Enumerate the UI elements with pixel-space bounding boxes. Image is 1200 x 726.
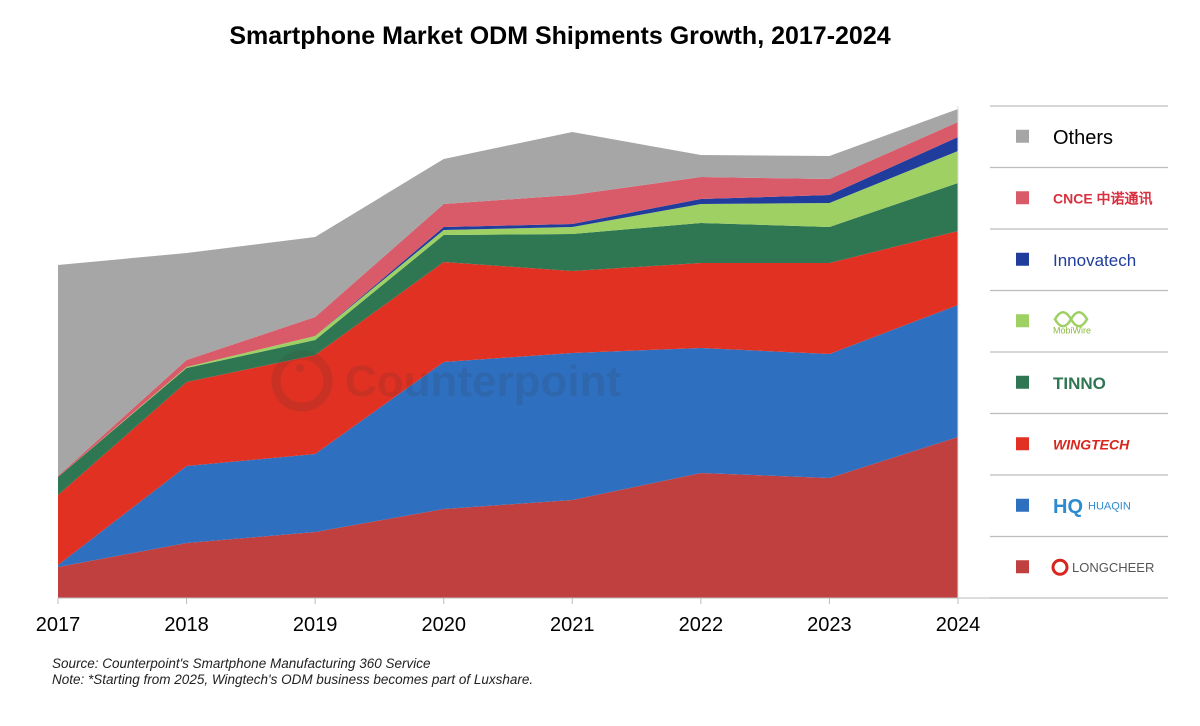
legend-label: Innovatech [1053,251,1136,270]
legend-label: Others [1053,127,1113,149]
legend-label: WINGTECH [1053,436,1130,452]
x-tick-label: 2024 [936,614,981,636]
x-tick-label: 2023 [807,614,852,636]
legend-item-huaqin: HQ HUAQIN [1016,496,1131,518]
legend-swatch [1016,498,1029,512]
x-tick-label: 2019 [293,614,338,636]
area-longcheer [58,437,958,598]
watermark-logo-dot-icon [296,364,304,372]
legend-swatch [1016,560,1029,574]
x-tick-label: 2020 [421,614,466,636]
area-wingtech [58,231,958,565]
footnotes: Source: Counterpoint's Smartphone Manufa… [52,656,533,688]
legend-item-innovatech: Innovatech [1016,251,1136,270]
longcheer-logo-icon [1051,558,1069,576]
legend-swatch [1016,375,1029,389]
area-tinno [58,183,958,495]
legend-item-longcheer: LONGCHEER [1016,558,1154,576]
legend-swatch [1016,437,1029,451]
legend-item-mobiwire: MobiWire [1016,311,1091,335]
legend-swatch [1016,252,1029,266]
mobiwire-logo-icon [1053,311,1089,328]
source-note: Source: Counterpoint's Smartphone Manufa… [52,656,431,671]
legend-swatch [1016,129,1029,143]
legend: Others CNCE 中诺通讯 Innovatech MobiWire TINNO WI… [990,105,1168,599]
legend-item-tinno: TINNO [1016,374,1106,393]
watermark-text: Counterpoint [345,357,622,406]
legend-label: MobiWire [1053,325,1091,335]
legend-swatch [1016,314,1029,328]
x-tick-label: 2021 [550,614,595,636]
legend-label: HUAQIN [1088,501,1131,513]
areas [58,109,958,598]
legend-label: TINNO [1053,374,1106,393]
watermark-logo-icon [271,350,333,412]
x-tick-label: 2018 [164,614,209,636]
legend-label: CNCE 中诺通讯 [1053,190,1153,206]
note: Note: *Starting from 2025, Wingtech's OD… [52,672,534,687]
legend-item-cnce: CNCE 中诺通讯 [1016,190,1153,206]
legend-label: LONGCHEER [1072,560,1154,575]
watermark: Counterpoint [271,350,622,412]
legend-swatch [1016,191,1029,205]
x-tick-label: 2022 [679,614,724,636]
x-tick-label: 2017 [36,614,81,636]
area-huaqin [58,305,958,567]
area-others [58,109,958,476]
chart-title: Smartphone Market ODM Shipments Growth, … [229,22,891,50]
x-axis: 2017 2018 2019 2020 2021 2022 2023 2024 [36,106,1168,636]
legend-item-others: Others [1016,127,1113,149]
legend-item-wingtech: WINGTECH [1016,436,1130,452]
huaqin-logo-icon: HQ [1053,496,1083,518]
